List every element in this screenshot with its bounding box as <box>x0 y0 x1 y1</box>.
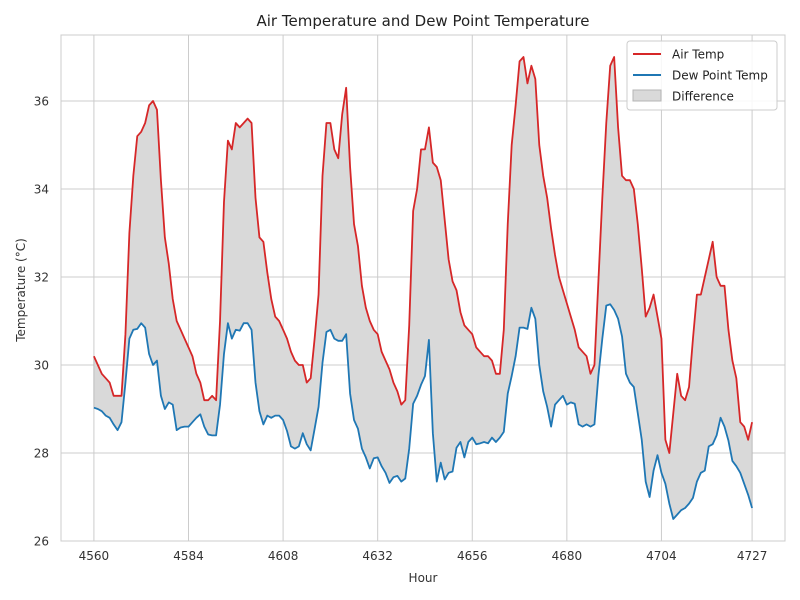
x-axis-label: Hour <box>409 571 438 585</box>
legend-label-difference: Difference <box>672 90 734 104</box>
plot-frame <box>60 34 786 542</box>
y-tick-label: 30 <box>34 359 49 373</box>
legend: Air Temp Dew Point Temp Difference <box>626 40 778 111</box>
y-tick-label: 26 <box>34 535 49 549</box>
x-tick-label: 4656 <box>457 549 488 563</box>
legend-label-dew-point-temp: Dew Point Temp <box>672 69 768 83</box>
x-tick-label: 4727 <box>737 549 768 563</box>
y-tick-label: 32 <box>34 271 49 285</box>
legend-swatch-difference <box>632 89 662 102</box>
x-tick-label: 4608 <box>268 549 299 563</box>
x-tick-label: 4704 <box>646 549 677 563</box>
y-tick-label: 28 <box>34 447 49 461</box>
legend-box <box>626 40 778 111</box>
air-temp-line <box>93 56 753 454</box>
plot-area <box>93 56 753 520</box>
x-tick-label: 4584 <box>173 549 204 563</box>
y-axis-label: Temperature (°C) <box>14 238 28 343</box>
x-tick-label: 4632 <box>362 549 393 563</box>
x-tick-label: 4680 <box>552 549 583 563</box>
y-tick-label: 34 <box>34 183 49 197</box>
plot-border <box>60 34 786 542</box>
x-tick-label: 4560 <box>79 549 110 563</box>
x-axis-ticks: 4560 4584 4608 4632 4656 4680 4704 4727 <box>79 549 768 563</box>
dew-point-temp-line <box>93 303 753 520</box>
y-axis-ticks: 26 28 30 32 34 36 <box>34 95 49 549</box>
legend-label-air-temp: Air Temp <box>672 48 724 62</box>
chart-title: Air Temperature and Dew Point Temperatur… <box>257 12 590 30</box>
y-tick-label: 36 <box>34 95 49 109</box>
